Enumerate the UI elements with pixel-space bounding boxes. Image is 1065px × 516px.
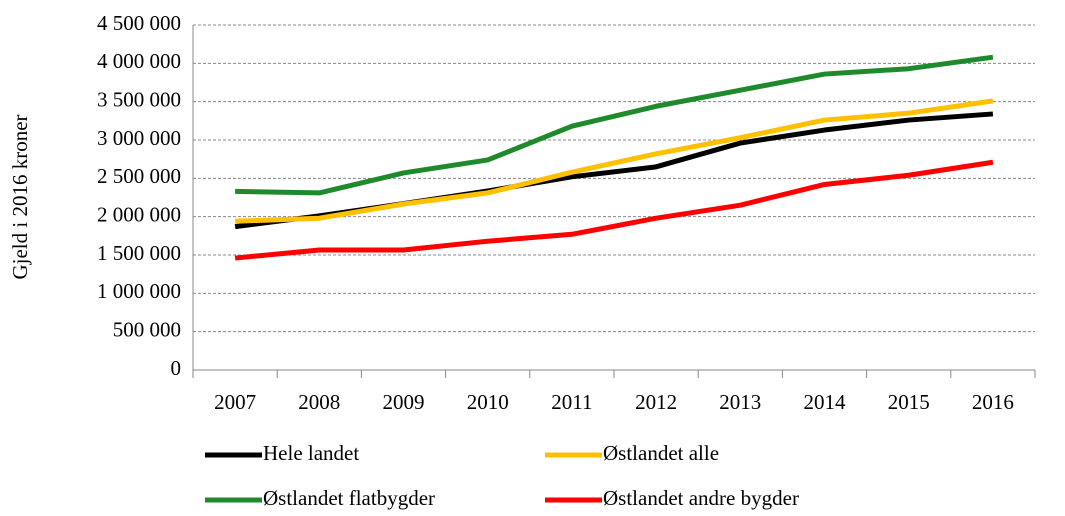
y-tick-label: 3 000 000 xyxy=(97,126,181,150)
y-tick-label: 0 xyxy=(171,356,182,380)
y-tick-label: 3 500 000 xyxy=(97,87,181,111)
legend-label: Østlandet flatbygder xyxy=(263,486,435,510)
x-tick-label: 2014 xyxy=(804,390,847,414)
y-tick-label: 4 000 000 xyxy=(97,49,181,73)
series-line xyxy=(235,54,994,196)
x-tick-label: 2011 xyxy=(551,390,592,414)
legend-label: Østlandet alle xyxy=(603,441,719,465)
legend-label: Hele landet xyxy=(263,441,359,465)
x-tick-label: 2016 xyxy=(972,390,1014,414)
x-tick-label: 2008 xyxy=(298,390,340,414)
x-tick-label: 2009 xyxy=(383,390,425,414)
x-tick-label: 2010 xyxy=(467,390,509,414)
series-line xyxy=(234,159,994,261)
legend-label: Østlandet andre bygder xyxy=(603,486,799,510)
y-tick-label: 1 000 000 xyxy=(97,279,181,303)
y-tick-label: 500 000 xyxy=(113,317,181,341)
y-tick-label: 1 500 000 xyxy=(97,241,181,265)
y-tick-label: 2 500 000 xyxy=(97,164,181,188)
series-line xyxy=(235,98,994,224)
x-tick-label: 2013 xyxy=(719,390,761,414)
y-axis-label: Gjeld i 2016 kroner xyxy=(8,114,32,279)
x-tick-label: 2007 xyxy=(214,390,256,414)
series-line xyxy=(234,111,994,230)
x-tick-label: 2015 xyxy=(888,390,930,414)
y-tick-label: 2 000 000 xyxy=(97,202,181,226)
y-tick-label: 4 500 000 xyxy=(97,11,181,35)
x-tick-label: 2012 xyxy=(635,390,677,414)
